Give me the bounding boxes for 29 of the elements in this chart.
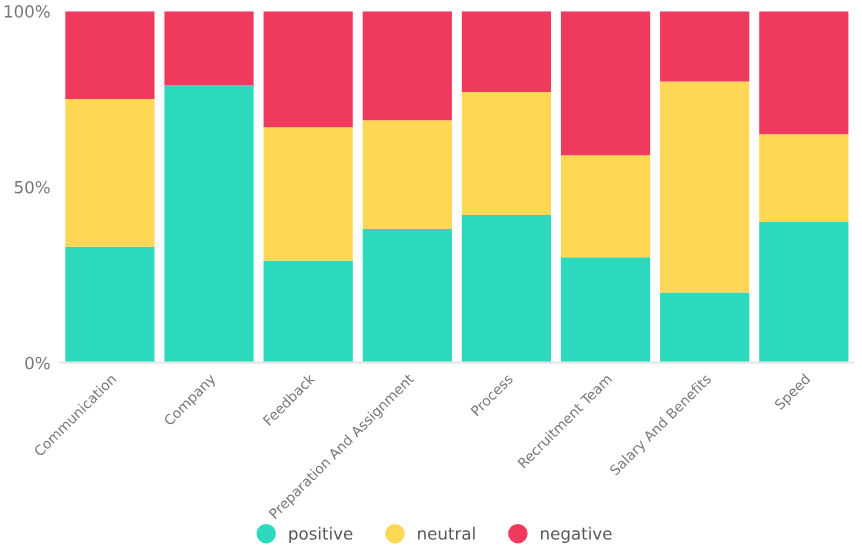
bar: [660, 11, 750, 82]
bar: [263, 260, 353, 363]
bar: [560, 155, 651, 258]
y-tick-label: 0%: [25, 356, 50, 370]
bar: [65, 99, 155, 247]
bar: [263, 127, 353, 261]
legend-label: neutral: [418, 526, 475, 540]
bar: [759, 11, 849, 135]
bar: [759, 222, 849, 363]
bar: [362, 120, 452, 230]
bar: [263, 11, 353, 128]
bar: [362, 229, 452, 363]
bar: [461, 215, 552, 363]
bar: [461, 92, 552, 216]
bar: [65, 246, 155, 363]
bar: [461, 11, 552, 93]
legend-label: positive: [289, 526, 353, 543]
bar: [660, 292, 750, 363]
bar: [660, 81, 750, 293]
bar: [560, 11, 651, 156]
bar: [759, 134, 849, 223]
bar: [560, 257, 651, 363]
legend-label: negative: [541, 526, 612, 543]
y-tick-label: 100%: [4, 5, 50, 18]
bar: [65, 11, 155, 100]
bar: [164, 11, 254, 85]
y-tick-label: 50%: [14, 180, 50, 194]
bar: [164, 84, 254, 363]
bar: [362, 11, 452, 121]
